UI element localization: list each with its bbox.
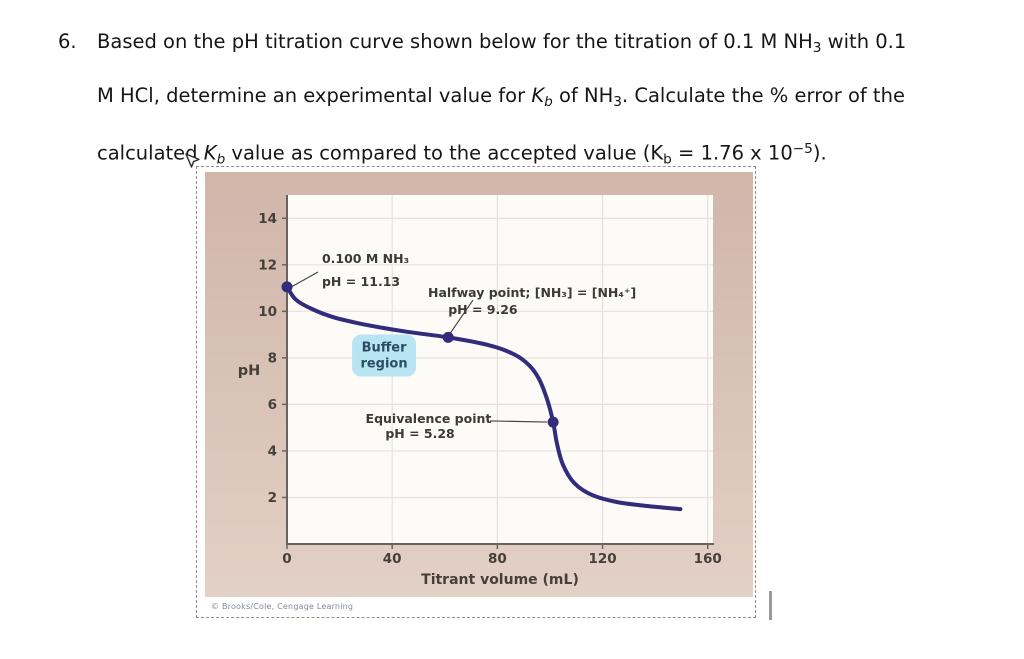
figure-copyright: © Brooks/Cole, Cengage Learning — [205, 597, 753, 617]
selected-figure[interactable]: 2 4 6 8 10 12 14 0 40 80 120 160 pH Titrant volume (m… — [196, 166, 756, 618]
y-tick-label: 6 — [268, 397, 277, 413]
x-axis-title: Titrant volume (mL) — [421, 572, 579, 588]
halfway-annotation-text: Halfway point; [NH₃] = [NH₄⁺] — [428, 285, 636, 300]
buffer-region-text: Buffer — [362, 341, 408, 356]
x-tick-label: 0 — [282, 551, 291, 567]
halfway-annotation: Halfway point; [NH₃] = [NH₄⁺] pH = 9.26 — [428, 285, 636, 317]
titration-figure-image[interactable]: 2 4 6 8 10 12 14 0 40 80 120 160 pH Titrant volume (m… — [205, 172, 753, 597]
axes — [286, 195, 714, 545]
equivalence-annotation-text: Equivalence point — [366, 411, 492, 426]
titration-curve — [285, 284, 683, 512]
question-line-3: calculated Kb value as compared to the a… — [97, 140, 827, 167]
text-caret — [769, 591, 772, 620]
mouse-cursor-icon — [185, 153, 200, 168]
initial-annotation-text: pH = 11.13 — [322, 274, 400, 289]
halfway-annotation-leader — [448, 299, 474, 336]
x-tick-label: 80 — [488, 551, 507, 567]
x-tick-label: 40 — [383, 551, 402, 567]
y-tick-label: 12 — [258, 257, 277, 273]
question-number: 6. — [58, 30, 77, 53]
plot-area — [287, 195, 713, 544]
initial-annotation: 0.100 M NH₃ pH = 11.13 — [322, 251, 409, 289]
buffer-region-box — [352, 334, 417, 377]
titration-chart: 2 4 6 8 10 12 14 0 40 80 120 160 pH Titrant volume (m… — [238, 195, 722, 588]
tick-labels: 2 4 6 8 10 12 14 0 40 80 120 160 — [258, 211, 722, 567]
initial-annotation-text: 0.100 M NH₃ — [322, 251, 409, 266]
question-block: 6. Based on the pH titration curve shown … — [58, 18, 1008, 183]
x-tick-label: 160 — [694, 551, 722, 567]
y-axis-title: pH — [238, 363, 261, 379]
equivalence-annotation-text: pH = 5.28 — [385, 426, 454, 441]
question-line-1: 6. Based on the pH titration curve shown … — [58, 18, 1008, 72]
equivalence-annotation-leader — [489, 420, 548, 423]
question-line-2: M HCl, determine an experimental value f… — [97, 83, 905, 110]
y-tick-label: 4 — [268, 443, 277, 459]
y-tick-label: 10 — [258, 304, 277, 320]
y-tick-label: 14 — [258, 211, 277, 227]
y-tick-label: 2 — [268, 490, 277, 506]
halfway-annotation-text: pH = 9.26 — [448, 302, 518, 317]
initial-point — [281, 281, 293, 293]
equivalence-point — [547, 416, 559, 428]
halfway-point — [442, 331, 454, 343]
x-tick-label: 120 — [588, 551, 616, 567]
buffer-region-text: region — [360, 357, 407, 372]
y-tick-label: 8 — [268, 350, 277, 366]
initial-annotation-leader — [290, 271, 319, 288]
